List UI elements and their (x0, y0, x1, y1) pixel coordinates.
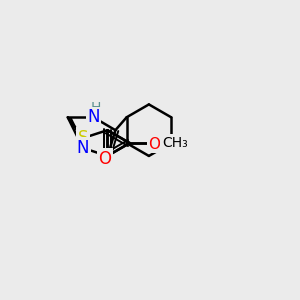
Text: N: N (76, 139, 89, 157)
Text: H: H (90, 101, 101, 116)
Text: S: S (78, 129, 88, 147)
Text: CH₃: CH₃ (162, 136, 188, 150)
Text: O: O (148, 136, 160, 152)
Text: O: O (151, 135, 163, 150)
Text: CH₃: CH₃ (162, 136, 188, 150)
Text: N: N (87, 108, 100, 126)
Text: O: O (98, 150, 111, 168)
